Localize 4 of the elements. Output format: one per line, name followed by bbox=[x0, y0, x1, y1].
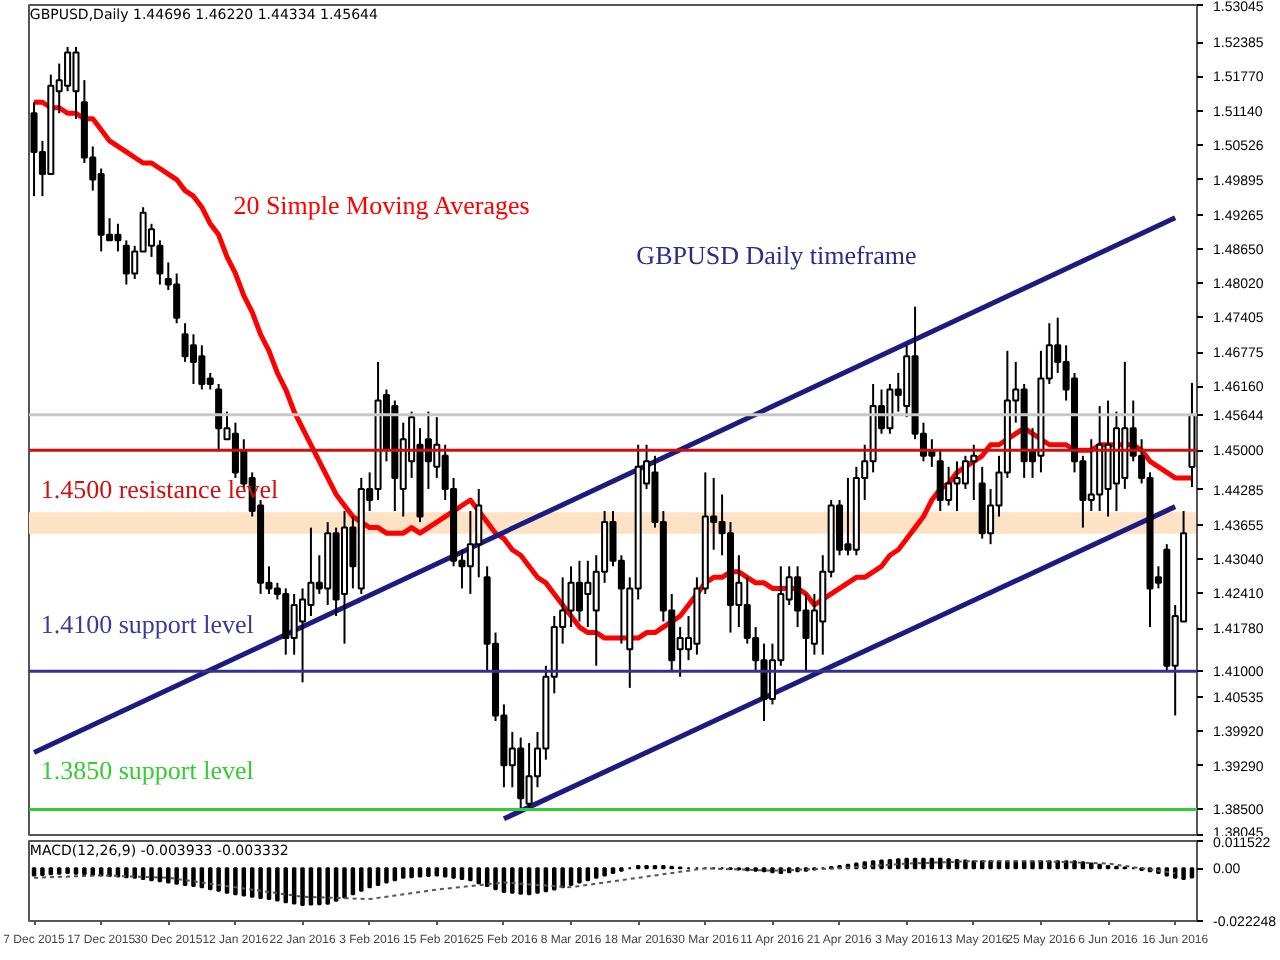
annotation: 20 Simple Moving Averages bbox=[233, 189, 530, 220]
annotation: GBPUSD Daily timeframe bbox=[636, 239, 918, 270]
annotation: 1.3850 support level bbox=[40, 755, 255, 786]
annotation: 1.4100 support level bbox=[40, 609, 255, 640]
